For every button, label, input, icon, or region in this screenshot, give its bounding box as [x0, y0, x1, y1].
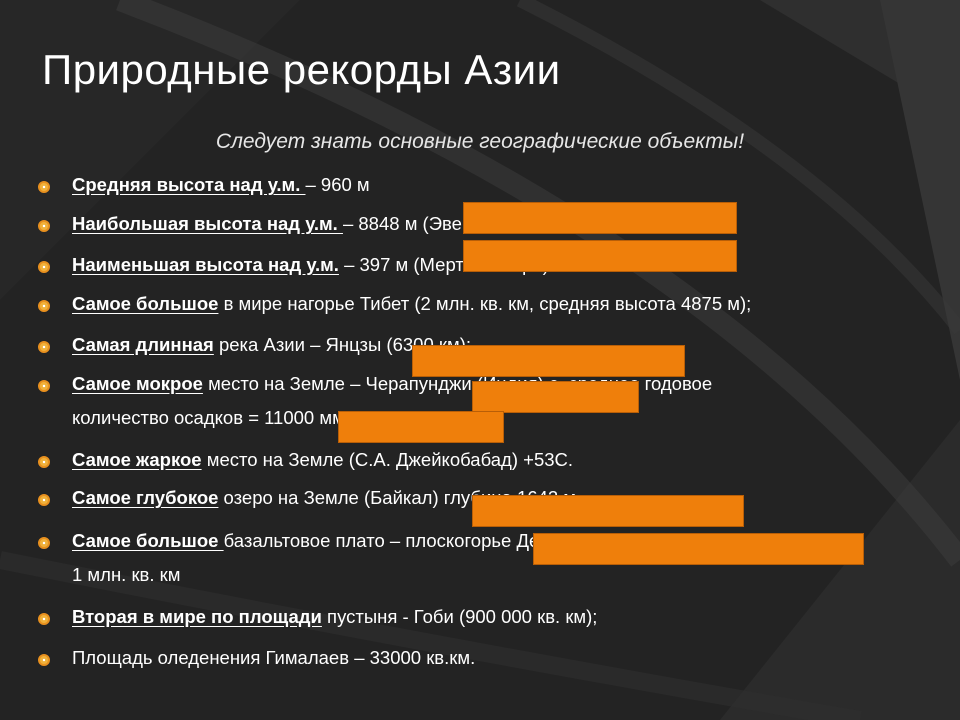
- bullet-icon: [38, 181, 50, 193]
- bullet-icon: [38, 220, 50, 232]
- item-text: – 960 м: [305, 174, 370, 195]
- item-text: пустыня - Гоби (900 000 кв. км);: [321, 606, 598, 627]
- redaction-box: [412, 345, 685, 377]
- item-text: в мире нагорье Тибет (2 млн. кв. км, сре…: [218, 293, 752, 314]
- item-bold: Вторая в мире по площади: [72, 606, 322, 627]
- list-item: Вторая в мире по площади пустыня - Гоби …: [72, 600, 940, 634]
- slide-subtitle: Следует знать основные географические об…: [215, 130, 745, 153]
- bullet-icon: [38, 341, 50, 353]
- list-item: Самое большое в мире нагорье Тибет (2 мл…: [72, 287, 940, 321]
- list-item: Площадь оледенения Гималаев – 33000 кв.к…: [72, 641, 940, 675]
- bullet-icon: [38, 380, 50, 392]
- bullet-icon: [38, 456, 50, 468]
- bullet-icon: [38, 494, 50, 506]
- item-text: место на Земле (С.А. Джейкобабад) +53С.: [201, 449, 574, 470]
- list-item: Самое мокрое место на Земле – Черапунджи…: [72, 367, 940, 435]
- item-bold: Самое большое: [72, 293, 219, 314]
- item-text-continued: 1 млн. кв. км: [72, 564, 181, 585]
- redaction-box: [338, 411, 504, 443]
- item-bold: Средняя высота над у.м.: [72, 174, 306, 195]
- redaction-box: [472, 495, 744, 527]
- redaction-box: [533, 533, 864, 565]
- item-bold: Наибольшая высота над у.м.: [72, 213, 343, 234]
- bullet-icon: [38, 300, 50, 312]
- item-bold: Самое жаркое: [72, 449, 202, 470]
- bullet-icon: [38, 261, 50, 273]
- item-bold: Самая длинная: [72, 334, 214, 355]
- item-bold: Самое большое: [72, 530, 224, 551]
- item-bold: Самое глубокое: [72, 487, 219, 508]
- slide-title: Природные рекорды Азии: [42, 46, 561, 93]
- list-item: Средняя высота над у.м. – 960 м: [72, 168, 940, 202]
- item-text-continued: количество осадков = 11000 мм;: [72, 407, 350, 428]
- redaction-box: [463, 240, 737, 272]
- bullet-icon: [38, 654, 50, 666]
- list-item: Самая длинная река Азии – Янцзы (6300 км…: [72, 328, 940, 362]
- item-bold: Наименьшая высота над у.м.: [72, 254, 339, 275]
- bullet-icon: [38, 613, 50, 625]
- redaction-box: [463, 202, 737, 234]
- item-bold: Самое мокрое: [72, 373, 203, 394]
- bullet-icon: [38, 537, 50, 549]
- item-text: река Азии – Янцзы (6300 км);: [213, 334, 472, 355]
- item-text: Площадь оледенения Гималаев – 33000 кв.к…: [72, 647, 476, 668]
- redaction-box: [472, 381, 639, 413]
- list-item: Самое жаркое место на Земле (С.А. Джейко…: [72, 443, 940, 477]
